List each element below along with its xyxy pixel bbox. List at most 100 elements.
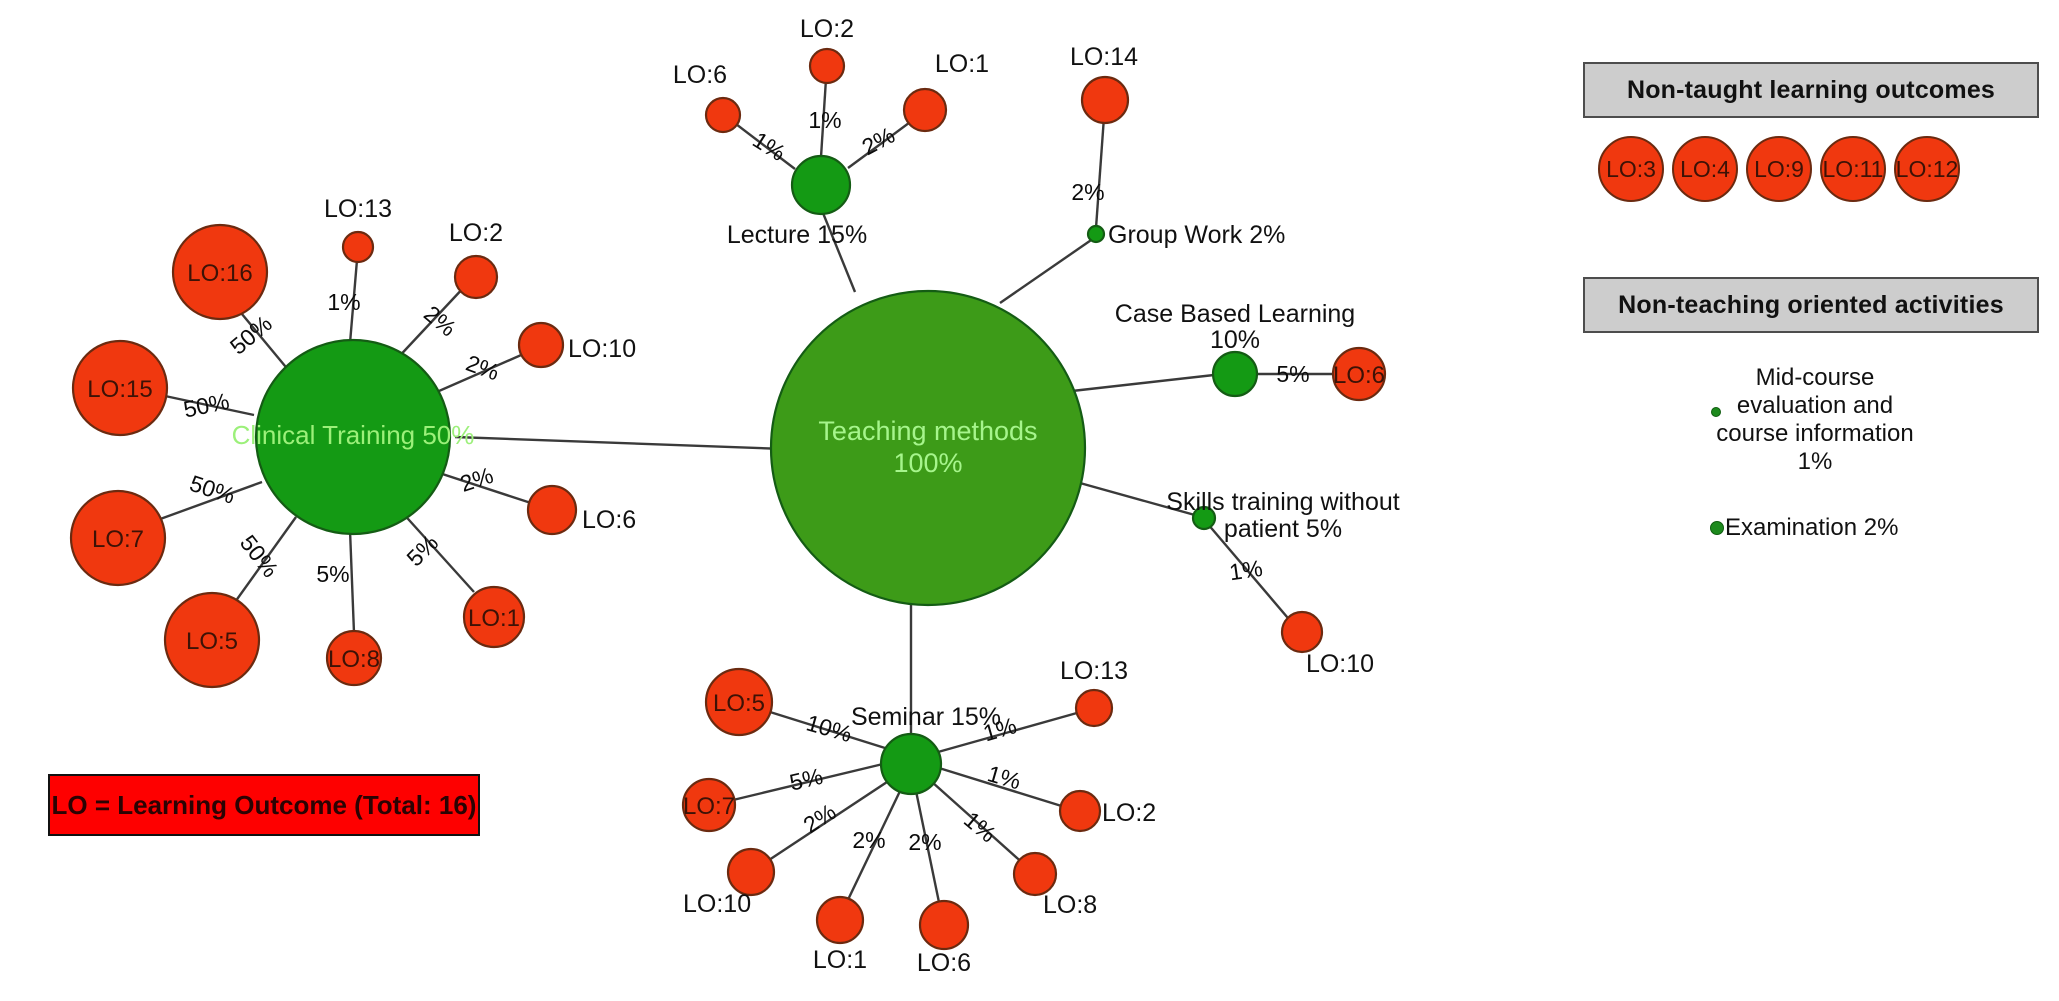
label-lec-lo1: LO:1 <box>935 50 989 78</box>
node-ct-lo1[interactable] <box>462 585 526 649</box>
node-gw-lo14[interactable] <box>1080 75 1130 125</box>
edge-sem-lo1 <box>843 788 903 907</box>
node-sem-lo5[interactable] <box>704 667 774 737</box>
non-taught-lo-12[interactable]: LO:12 <box>1894 136 1960 202</box>
label-ct-lo2: LO:2 <box>449 219 503 247</box>
seminar-label: Seminar 15% <box>851 703 1001 731</box>
edge-ct-lo1 <box>399 509 475 593</box>
label-ct-lo10: LO:10 <box>568 335 636 363</box>
label-sem-lo7: LO:7 <box>683 793 735 820</box>
label-sem-lo5: LO:5 <box>713 690 765 717</box>
edge-ct-lo2 <box>392 284 467 364</box>
label-ct-lo16: LO:16 <box>187 260 252 287</box>
node-sem-lo7[interactable] <box>681 777 737 833</box>
label-sem-lo2: LO:2 <box>1102 799 1156 827</box>
node-teaching-methods[interactable] <box>769 289 1087 607</box>
node-ct-lo16[interactable] <box>171 223 269 321</box>
lo-nodes-layer <box>69 47 1387 951</box>
legend-lo-note: LO = Learning Outcome (Total: 16) <box>48 774 480 836</box>
node-ct-lo2[interactable] <box>453 254 499 300</box>
label-lec-lo2: LO:2 <box>800 15 854 43</box>
edge-center-cbl <box>1071 373 1215 393</box>
node-clinical-training[interactable] <box>254 338 452 536</box>
skills-training-label-line1: Skills training without <box>1166 488 1399 516</box>
non-teaching-item-midcourse: Mid-course evaluation and course informa… <box>1700 364 1930 476</box>
node-ct-lo5[interactable] <box>163 591 261 689</box>
panel-non-teaching-title: Non-teaching oriented activities <box>1618 290 2004 319</box>
non-taught-lo-4[interactable]: LO:4 <box>1672 136 1738 202</box>
label-ct-lo7: LO:7 <box>92 526 144 553</box>
lo-text-layer: LO:16 LO:15 LO:7 LO:5 LO:8 LO:1 LO:6 LO:… <box>87 15 1385 977</box>
midcourse-bullet-icon <box>1711 407 1721 417</box>
edge-sem-lo13 <box>937 709 1085 754</box>
non-teaching-item-examination: Examination 2% <box>1725 514 1899 541</box>
node-lec-lo1[interactable] <box>902 87 948 133</box>
node-ct-lo7[interactable] <box>69 489 167 587</box>
edge-st-lo10 <box>1206 522 1294 625</box>
hub-labels-layer: Teaching methods 100% Clinical Training … <box>232 221 1400 731</box>
edge-center-clinical <box>454 435 785 451</box>
midcourse-line4: 1% <box>1797 448 1833 475</box>
label-ct-lo13: LO:13 <box>324 195 392 223</box>
label-ct-lo15: LO:15 <box>87 376 152 403</box>
panel-non-teaching-header: Non-teaching oriented activities <box>1583 277 2039 333</box>
node-ct-lo6[interactable] <box>526 484 578 536</box>
node-sem-lo13[interactable] <box>1074 688 1114 728</box>
weight-ct-lo5: 50% <box>235 530 284 582</box>
node-ct-lo8[interactable] <box>325 629 383 687</box>
weight-lec-lo2: 1% <box>808 107 841 133</box>
edge-center-skills <box>1061 476 1203 519</box>
edge-ct-lo15 <box>164 394 255 417</box>
node-lec-lo2[interactable] <box>808 47 846 85</box>
node-group-work[interactable] <box>1086 224 1106 244</box>
label-lec-lo6: LO:6 <box>673 61 727 89</box>
case-based-learning-label: Case Based Learning <box>1115 300 1355 328</box>
weight-sem-lo6: 2% <box>908 829 941 855</box>
node-sem-lo1[interactable] <box>815 895 865 945</box>
midcourse-line2: evaluation and <box>1736 392 1894 419</box>
node-ct-lo13[interactable] <box>341 230 375 264</box>
label-sem-lo1: LO:1 <box>813 946 867 974</box>
node-lecture[interactable] <box>790 154 852 216</box>
node-sem-lo8[interactable] <box>1012 851 1058 897</box>
node-sem-lo10[interactable] <box>726 847 776 897</box>
edges-layer <box>151 78 1333 913</box>
edge-lec-lo6 <box>731 120 796 170</box>
node-lec-lo6[interactable] <box>704 96 742 134</box>
non-taught-lo-11[interactable]: LO:11 <box>1820 136 1886 202</box>
lecture-label: Lecture 15% <box>727 221 867 249</box>
non-taught-lo-9[interactable]: LO:9 <box>1746 136 1812 202</box>
edge-gw-lo14 <box>1094 116 1106 229</box>
node-case-based-learning[interactable] <box>1211 350 1259 398</box>
clinical-training-label: Clinical Training 50% <box>232 420 475 450</box>
node-ct-lo10[interactable] <box>517 321 565 369</box>
label-sem-lo10: LO:10 <box>683 890 751 918</box>
weight-cbl-lo6: 5% <box>1276 361 1309 387</box>
weight-ct-lo1: 5% <box>401 529 443 571</box>
label-ct-lo6: LO:6 <box>582 506 636 534</box>
weight-ct-lo2: 2% <box>419 300 461 341</box>
edge-lec-lo2 <box>819 78 828 158</box>
weight-ct-lo10: 2% <box>463 350 503 386</box>
midcourse-line1: Mid-course <box>1755 364 1875 391</box>
node-cbl-lo6[interactable] <box>1331 346 1387 402</box>
non-taught-lo-3[interactable]: LO:3 <box>1598 136 1664 202</box>
node-seminar[interactable] <box>879 732 943 796</box>
edge-sem-lo2 <box>938 766 1069 810</box>
weight-gw-lo14: 2% <box>1071 179 1104 205</box>
node-ct-lo15[interactable] <box>71 339 169 437</box>
non-taught-lo-list: LO:3 LO:4 LO:9 LO:11 LO:12 <box>1598 136 2028 202</box>
edge-ct-lo8 <box>348 529 356 634</box>
weight-ct-lo15: 50% <box>181 388 231 423</box>
node-skills-training[interactable] <box>1191 505 1217 531</box>
node-sem-lo6[interactable] <box>918 899 970 951</box>
label-gw-lo14: LO:14 <box>1070 43 1138 71</box>
node-sem-lo2[interactable] <box>1058 789 1102 833</box>
label-ct-lo8: LO:8 <box>328 646 380 673</box>
hub-nodes-layer <box>254 154 1259 796</box>
skills-training-label-line2: patient 5% <box>1224 515 1342 543</box>
edge-center-lecture <box>821 212 857 293</box>
examination-bullet-icon <box>1710 521 1724 535</box>
node-st-lo10[interactable] <box>1280 610 1324 654</box>
